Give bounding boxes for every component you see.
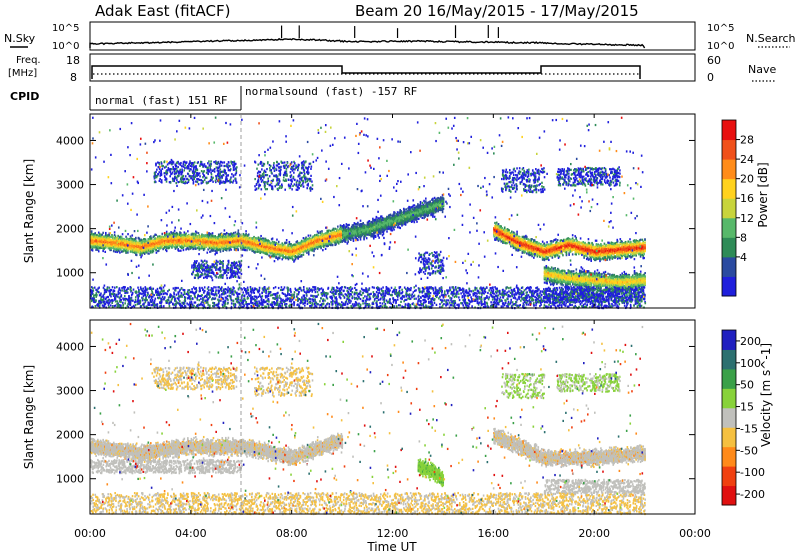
power-point <box>127 251 129 253</box>
power-point <box>114 231 116 233</box>
beam-dates: Beam 20 16/May/2015 - 17/May/2015 <box>355 2 639 20</box>
freq-label-bottom: [MHz] <box>8 68 37 79</box>
power-point <box>122 247 124 249</box>
power-point <box>157 243 159 245</box>
power-point <box>155 249 157 251</box>
power-point <box>148 253 150 255</box>
power-point <box>109 236 111 238</box>
nsearch-tick-top: 10^5 <box>707 23 734 34</box>
nsky-trace <box>90 39 645 48</box>
freq-tick-bottom: 8 <box>70 71 77 84</box>
nsearch-label: N.Search <box>746 32 796 45</box>
nsky-tick-bottom: 10^0 <box>52 41 79 52</box>
power-point <box>151 237 153 239</box>
power-point <box>119 251 121 253</box>
nsearch-tick-bottom: 10^0 <box>707 41 734 52</box>
power-point <box>114 248 116 250</box>
nsky-panel-frame <box>90 22 695 50</box>
power-point <box>126 238 128 240</box>
figure-title: Adak East (fitACF) <box>95 2 230 20</box>
power-point <box>141 254 143 256</box>
power-point <box>158 250 160 252</box>
power-point <box>131 238 133 240</box>
power-point <box>131 234 133 236</box>
power-point <box>101 234 103 236</box>
power-point <box>150 251 152 253</box>
power-point <box>102 250 104 252</box>
nsky-label: N.Sky <box>4 32 36 45</box>
nsky-spikes <box>282 25 499 38</box>
power-point <box>91 230 93 232</box>
nave-tick-bottom: 0 <box>707 71 714 84</box>
power-point <box>155 234 157 236</box>
power-point <box>130 235 132 237</box>
nave-label: Nave <box>748 63 776 76</box>
freq-label-top: Freq. <box>16 55 41 66</box>
cpid-segment-1: normal (fast) 151 RF <box>95 94 227 107</box>
cpid-label: CPID <box>10 90 39 103</box>
power-scatter <box>90 116 646 309</box>
power-point <box>150 235 152 237</box>
power-point <box>150 248 152 250</box>
freq-tick-top: 18 <box>66 54 80 67</box>
power-point <box>139 238 141 240</box>
nave-tick-top: 60 <box>707 54 721 67</box>
power-point <box>96 234 98 236</box>
power-point <box>122 233 124 235</box>
power-point <box>144 253 146 255</box>
radar-figure: Adak East (fitACF) Beam 20 16/May/2015 -… <box>0 0 800 554</box>
cpid-segment-2: normalsound (fast) -157 RF <box>245 85 417 98</box>
power-point <box>135 237 137 239</box>
power-point <box>94 232 96 234</box>
power-point <box>153 250 155 252</box>
power-point <box>113 250 115 252</box>
power-point <box>161 233 163 235</box>
power-point <box>102 232 104 234</box>
power-point <box>117 235 119 237</box>
freq-trace <box>92 66 640 79</box>
nsky-tick-top: 10^5 <box>52 23 79 34</box>
power-point <box>98 250 100 252</box>
power-point <box>136 254 138 256</box>
power-point <box>105 232 107 234</box>
power-point <box>110 248 112 250</box>
freq-panel-frame <box>90 54 695 81</box>
power-point <box>92 249 94 251</box>
